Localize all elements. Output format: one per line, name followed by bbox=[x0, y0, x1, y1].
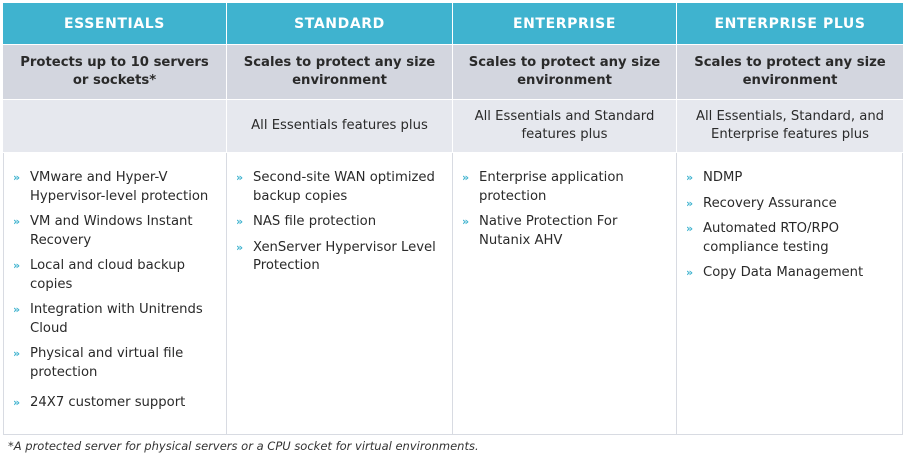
includes-essentials bbox=[3, 100, 227, 153]
double-chevron-right-icon: » bbox=[13, 396, 21, 409]
summary-standard: Scales to protect any size environment bbox=[227, 45, 453, 100]
feature-item: » Integration with Unitrends Cloud bbox=[12, 301, 216, 338]
double-chevron-right-icon: » bbox=[13, 171, 21, 184]
features-enterprise-plus: » NDMP » Recovery Assurance » Automated RTO… bbox=[677, 153, 903, 435]
feature-text: NAS file protection bbox=[253, 214, 377, 229]
feature-item: » Local and cloud backup copies bbox=[12, 257, 216, 294]
summary-essentials: Protects up to 10 servers or sockets* bbox=[3, 45, 227, 100]
double-chevron-right-icon: » bbox=[686, 196, 694, 210]
feature-text: Second-site WAN optimized backup copies bbox=[253, 170, 435, 204]
double-chevron-right-icon: » bbox=[686, 266, 694, 279]
double-chevron-right-icon: » bbox=[13, 347, 21, 360]
summary-enterprise: Scales to protect any size environment bbox=[453, 45, 677, 100]
double-chevron-right-icon: » bbox=[462, 215, 470, 228]
feature-item: » VMware and Hyper-V Hypervisor-level pro… bbox=[12, 169, 216, 206]
double-chevron-right-icon: » bbox=[236, 240, 244, 254]
feature-item: » NAS file protection bbox=[235, 213, 442, 232]
double-chevron-right-icon: » bbox=[686, 171, 694, 184]
includes-standard: All Essentials features plus bbox=[227, 100, 453, 153]
feature-text: Automated RTO/RPO compliance testing bbox=[703, 221, 839, 255]
column-header-enterprise: ENTERPRISE bbox=[453, 3, 677, 45]
feature-text: Integration with Unitrends Cloud bbox=[30, 302, 203, 336]
feature-text: Physical and virtual file protection bbox=[30, 346, 184, 380]
includes-enterprise-plus: All Essentials, Standard, and Enterprise… bbox=[677, 100, 903, 153]
feature-text: Local and cloud backup copies bbox=[30, 258, 185, 292]
double-chevron-right-icon: » bbox=[236, 171, 244, 184]
feature-item: » XenServer Hypervisor Level Protection bbox=[235, 239, 442, 276]
double-chevron-right-icon: » bbox=[13, 303, 21, 316]
feature-item: » 24X7 customer support bbox=[12, 394, 216, 413]
feature-item: » Enterprise application protection bbox=[461, 169, 666, 206]
double-chevron-right-icon: » bbox=[236, 215, 244, 228]
column-header-standard: STANDARD bbox=[227, 3, 453, 45]
double-chevron-right-icon: » bbox=[686, 222, 694, 235]
feature-text: NDMP bbox=[703, 170, 743, 185]
double-chevron-right-icon: » bbox=[13, 215, 21, 228]
column-header-enterprise-plus: ENTERPRISE PLUS bbox=[677, 3, 903, 45]
edition-comparison-table: ESSENTIALS STANDARD ENTERPRISE ENTERPRIS… bbox=[3, 3, 903, 435]
feature-text: VMware and Hyper-V Hypervisor-level prot… bbox=[30, 170, 209, 204]
feature-item: » Copy Data Management bbox=[685, 264, 892, 283]
feature-text: VM and Windows Instant Recovery bbox=[30, 214, 193, 248]
feature-item: » Native Protection For Nutanix AHV bbox=[461, 213, 666, 250]
includes-enterprise: All Essentials and Standard features plu… bbox=[453, 100, 677, 153]
feature-list: » NDMP » Recovery Assurance » Automated RTO… bbox=[685, 169, 892, 283]
footnote: *A protected server for physical servers… bbox=[8, 439, 479, 453]
feature-list: » VMware and Hyper-V Hypervisor-level pro… bbox=[12, 169, 216, 413]
feature-item: » Automated RTO/RPO compliance testing bbox=[685, 220, 892, 257]
features-standard: » Second-site WAN optimized backup copies… bbox=[227, 153, 453, 435]
double-chevron-right-icon: » bbox=[462, 171, 470, 184]
feature-text: 24X7 customer support bbox=[30, 395, 186, 410]
double-chevron-right-icon: » bbox=[13, 259, 21, 272]
features-enterprise: » Enterprise application protection » Nati… bbox=[453, 153, 677, 435]
feature-list: » Enterprise application protection » Nati… bbox=[461, 169, 666, 250]
feature-text: Native Protection For Nutanix AHV bbox=[479, 214, 618, 248]
feature-item: » NDMP bbox=[685, 169, 892, 188]
features-essentials: » VMware and Hyper-V Hypervisor-level pro… bbox=[3, 153, 227, 435]
feature-text: Enterprise application protection bbox=[479, 170, 624, 204]
feature-list: » Second-site WAN optimized backup copies… bbox=[235, 169, 442, 276]
feature-item: » Physical and virtual file protection bbox=[12, 345, 216, 382]
feature-item: » VM and Windows Instant Recovery bbox=[12, 213, 216, 250]
feature-item: » Recovery Assurance bbox=[685, 195, 892, 214]
feature-text: Recovery Assurance bbox=[703, 195, 837, 211]
summary-enterprise-plus: Scales to protect any size environment bbox=[677, 45, 903, 100]
feature-text: Copy Data Management bbox=[703, 265, 864, 280]
feature-item: » Second-site WAN optimized backup copies bbox=[235, 169, 442, 206]
feature-text: XenServer Hypervisor Level Protection bbox=[253, 239, 436, 274]
column-header-essentials: ESSENTIALS bbox=[3, 3, 227, 45]
